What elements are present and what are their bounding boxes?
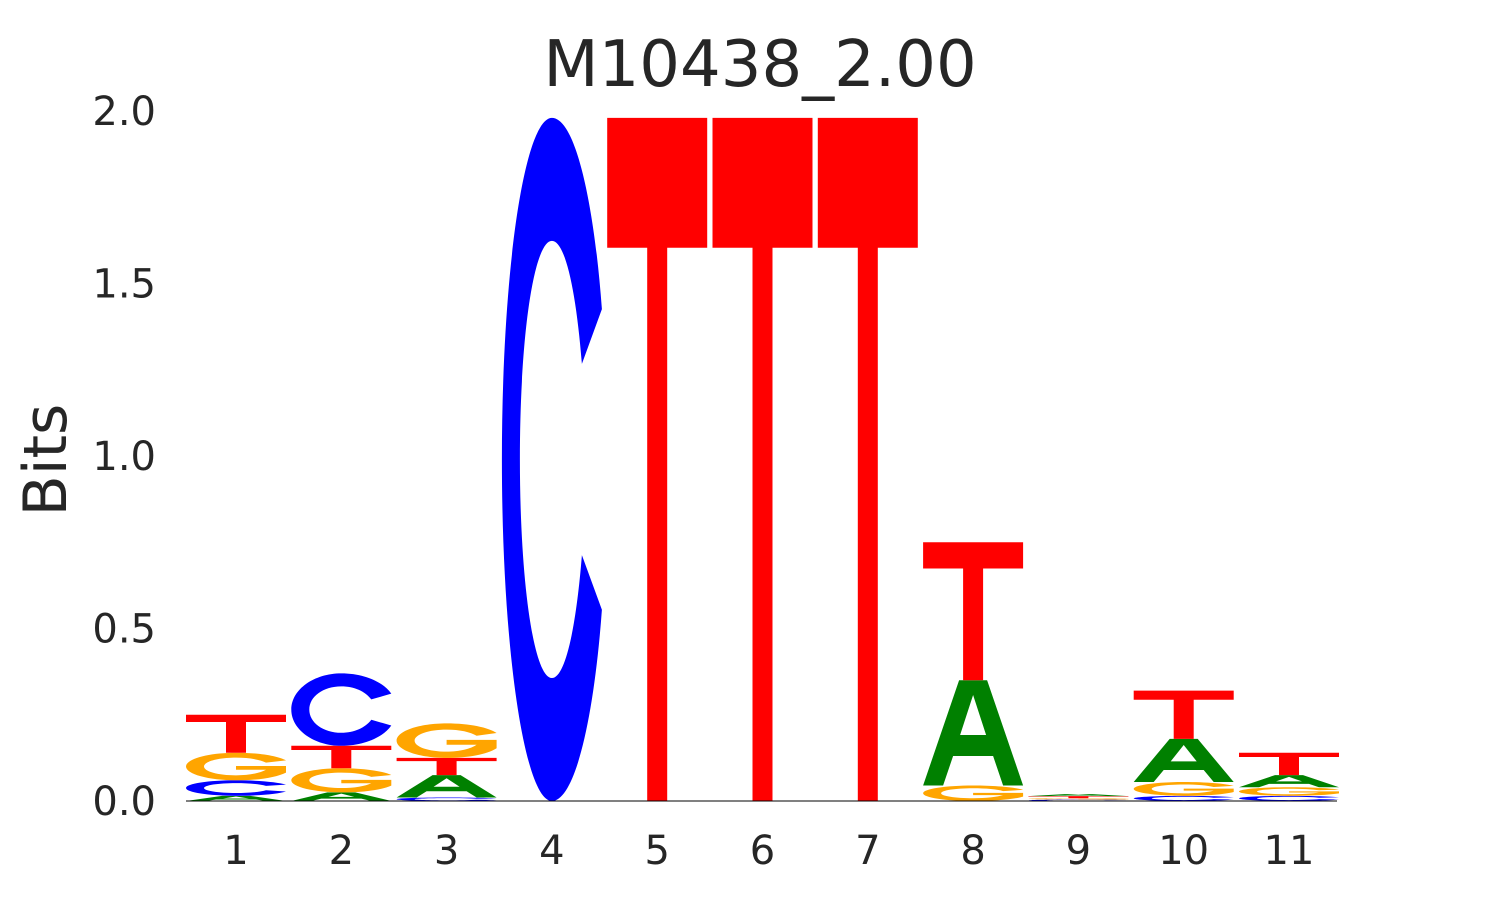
chart-title: M10438_2.00 xyxy=(543,28,976,102)
letter-G-pos-9 xyxy=(1028,798,1129,800)
x-tick-label: 9 xyxy=(1066,828,1091,874)
x-tick-label: 4 xyxy=(539,828,564,874)
x-tick-label: 7 xyxy=(855,828,880,874)
letter-A-pos-11 xyxy=(1239,775,1339,788)
x-tick-label: 6 xyxy=(750,828,775,874)
x-tick-label: 1 xyxy=(223,828,248,874)
x-axis-ticks: 1 2 3 4 5 6 7 8 9 10 11 xyxy=(223,828,1314,874)
letter-A-pos-9 xyxy=(1028,794,1129,797)
letter-A-pos-1 xyxy=(186,795,286,801)
letter-T-pos-9 xyxy=(1028,796,1129,799)
x-tick-label: 8 xyxy=(960,828,985,874)
letter-C-pos-4 xyxy=(501,117,602,801)
y-tick-label: 0.0 xyxy=(92,779,156,825)
letter-G-pos-10 xyxy=(1133,782,1234,796)
y-axis-label: Bits xyxy=(11,404,81,517)
letter-T-pos-3 xyxy=(396,757,497,776)
y-tick-label: 0.5 xyxy=(92,607,156,653)
x-tick-label: 5 xyxy=(644,828,669,874)
letter-G-pos-8 xyxy=(923,785,1024,801)
letter-T-pos-2 xyxy=(291,745,392,769)
letter-A-pos-2 xyxy=(291,792,392,801)
letter-T-pos-5 xyxy=(607,117,708,801)
x-tick-label: 2 xyxy=(329,828,354,874)
letter-C-pos-2 xyxy=(291,673,392,746)
letter-C-pos-1 xyxy=(186,780,286,796)
letter-T-pos-10 xyxy=(1133,690,1234,739)
letter-T-pos-11 xyxy=(1239,752,1339,776)
logo-stacks xyxy=(186,117,1339,801)
y-axis-ticks: 0.0 0.5 1.0 1.5 2.0 xyxy=(92,89,156,825)
letter-C-pos-3 xyxy=(396,797,497,801)
letter-T-pos-6 xyxy=(712,117,813,801)
letter-T-pos-7 xyxy=(817,117,918,801)
y-tick-label: 1.0 xyxy=(92,434,156,480)
letter-A-pos-8 xyxy=(923,680,1024,786)
letter-A-pos-3 xyxy=(396,775,497,798)
letter-A-pos-10 xyxy=(1133,738,1234,783)
x-tick-label: 10 xyxy=(1158,828,1209,874)
letter-G-pos-2 xyxy=(291,768,392,793)
x-tick-label: 11 xyxy=(1264,828,1315,874)
letter-G-pos-11 xyxy=(1239,787,1339,796)
letter-G-pos-3 xyxy=(396,723,497,758)
x-tick-label: 3 xyxy=(434,828,459,874)
letter-T-pos-8 xyxy=(923,542,1024,681)
letter-T-pos-1 xyxy=(186,714,286,753)
y-tick-label: 2.0 xyxy=(92,89,156,135)
letter-C-pos-10 xyxy=(1133,795,1234,801)
letter-C-pos-11 xyxy=(1239,795,1339,801)
y-tick-label: 1.5 xyxy=(92,262,156,308)
letter-G-pos-1 xyxy=(186,752,286,781)
